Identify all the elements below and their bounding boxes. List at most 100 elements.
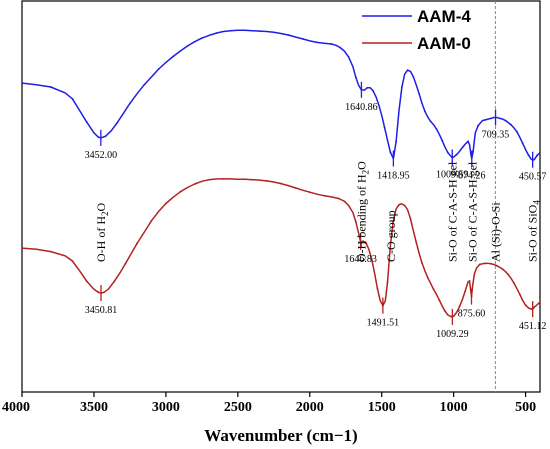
peak-label: 1640.86 — [345, 102, 378, 113]
series-point — [426, 276, 429, 279]
legend: AAM-4 AAM-0 — [362, 7, 471, 53]
series-point — [165, 202, 167, 205]
series-point — [370, 258, 373, 260]
series-point — [236, 178, 239, 181]
series-point — [507, 273, 510, 276]
series-point — [401, 86, 403, 88]
series-point — [113, 280, 115, 283]
x-axis-ticks: 4000 3500 3000 2500 2000 1500 1000 500 — [2, 392, 536, 415]
series-point — [539, 301, 541, 303]
series-point — [516, 131, 518, 133]
series-point — [398, 203, 400, 206]
series-point — [172, 55, 175, 58]
series-point — [498, 117, 501, 120]
series-point — [441, 139, 444, 142]
band-assignment-label: C-O group — [384, 210, 398, 262]
x-tick-label: 1000 — [440, 400, 468, 415]
series-point — [272, 31, 275, 34]
band-assignment-label: Si-O of SiO4 — [526, 200, 542, 262]
series-point — [429, 120, 432, 123]
series-point — [193, 183, 196, 185]
plot-frame — [21, 0, 541, 393]
series-layer — [21, 29, 541, 318]
peak-label: 874.26 — [458, 171, 486, 182]
series-point — [395, 140, 397, 143]
assignment-labels-layer: O-H of H2O O-H bending of H2O C-O group Si-… — [94, 161, 542, 262]
series-point — [251, 178, 254, 181]
series-point — [458, 305, 461, 308]
series-point — [478, 263, 481, 266]
series-point — [347, 204, 350, 207]
series-point — [412, 76, 415, 78]
peak-label: 3452.00 — [85, 150, 118, 161]
series-point — [179, 190, 182, 193]
series-point — [143, 83, 146, 86]
series-point — [377, 104, 380, 106]
series-point — [438, 299, 441, 301]
series-point — [484, 262, 487, 265]
series-point — [201, 37, 203, 39]
x-tick-label: 2500 — [224, 400, 252, 415]
series-point — [215, 32, 218, 34]
series-point — [418, 92, 420, 95]
x-tick-label: 1500 — [368, 400, 396, 415]
series-point — [495, 264, 498, 267]
series-point — [376, 287, 379, 290]
series-point — [208, 178, 211, 181]
series-point — [473, 272, 476, 275]
series-line-aam-4 — [21, 29, 541, 161]
legend-label-aam-4: AAM-4 — [417, 7, 471, 26]
series-point — [452, 315, 455, 317]
series-point — [386, 281, 389, 284]
series-point — [347, 56, 350, 58]
series-point — [501, 268, 504, 271]
series-point — [365, 241, 367, 244]
series-point — [339, 46, 341, 49]
series-point — [383, 126, 386, 129]
x-tick-label: 2000 — [296, 400, 324, 415]
series-point — [85, 280, 88, 283]
peak-label: 3450.81 — [85, 305, 118, 316]
series-point — [490, 262, 492, 265]
series-point — [354, 76, 357, 79]
series-point — [424, 110, 426, 113]
series-point — [472, 150, 474, 153]
series-point — [49, 250, 52, 253]
series-point — [85, 121, 88, 124]
series-point — [519, 293, 521, 296]
series-point — [129, 102, 131, 105]
peak-label: 709.35 — [482, 130, 510, 141]
band-assignment-label: Si-O of C-A-S-H gel — [465, 161, 479, 262]
series-point — [186, 45, 189, 47]
series-point — [103, 291, 105, 294]
series-point — [258, 30, 261, 32]
peak-label: 1491.51 — [367, 318, 400, 329]
series-point — [421, 262, 423, 264]
peak-label: 451.12 — [519, 321, 547, 332]
band-assignment-label: O-H bending of H2O — [355, 161, 371, 262]
series-point — [389, 151, 392, 154]
series-point — [136, 242, 139, 245]
x-axis-title: Wavenumber (cm−1) — [204, 426, 357, 445]
series-point — [444, 310, 446, 312]
series-point — [533, 306, 536, 309]
series-point — [354, 220, 357, 223]
series-point — [455, 153, 458, 156]
series-line-aam-0 — [21, 178, 541, 318]
series-point — [464, 290, 467, 292]
series-point — [461, 146, 464, 149]
peak-label: 1418.95 — [377, 171, 410, 182]
series-point — [513, 282, 515, 285]
series-point — [467, 140, 469, 143]
series-point — [447, 151, 449, 154]
series-point — [265, 180, 268, 182]
peak-label: 1646.83 — [344, 254, 377, 265]
series-point — [150, 219, 153, 222]
series-point — [521, 142, 524, 145]
band-assignment-label: Al (Si)-O-Si — [489, 202, 503, 262]
series-point — [287, 34, 290, 36]
peak-label: 450.57 — [519, 172, 547, 183]
x-tick-label: 500 — [515, 400, 536, 415]
series-point — [435, 127, 438, 130]
